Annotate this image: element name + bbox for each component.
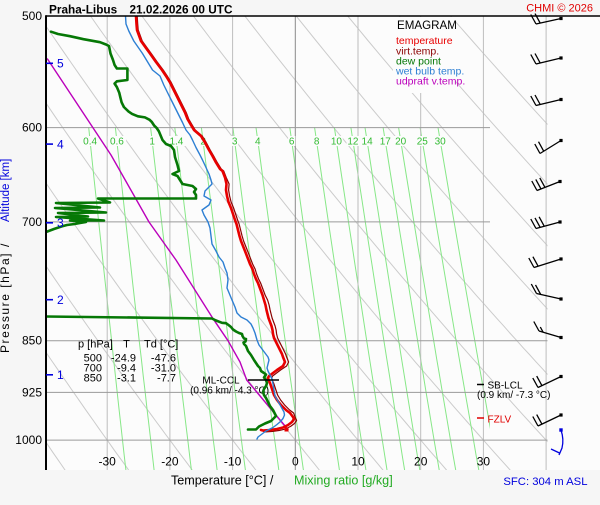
svg-text:SFC: 304 m ASL: SFC: 304 m ASL: [503, 476, 587, 488]
svg-text:6: 6: [289, 137, 295, 148]
svg-text:3: 3: [57, 216, 64, 230]
svg-text:virt.temp.: virt.temp.: [396, 45, 439, 57]
svg-text:dew point: dew point: [396, 55, 441, 67]
svg-text:Mixing ratio [g/kg]: Mixing ratio [g/kg]: [294, 474, 393, 488]
svg-text:1.4: 1.4: [169, 137, 183, 148]
svg-text:Td [°C]: Td [°C]: [144, 339, 178, 351]
svg-text:17: 17: [380, 137, 392, 148]
svg-text:0.4: 0.4: [83, 137, 97, 148]
svg-text:600: 600: [22, 121, 42, 135]
svg-text:-47.6: -47.6: [151, 353, 176, 365]
svg-text:5: 5: [57, 57, 64, 71]
svg-text:EMAGRAM: EMAGRAM: [397, 19, 457, 32]
svg-text:-7.7: -7.7: [157, 373, 176, 385]
svg-text:850: 850: [84, 373, 102, 385]
svg-text:CHMI © 2026: CHMI © 2026: [526, 2, 593, 14]
svg-text:3: 3: [232, 137, 238, 148]
svg-text:-9.4: -9.4: [117, 363, 136, 375]
svg-text:700: 700: [84, 363, 102, 375]
svg-text:Praha-Libus: Praha-Libus: [49, 2, 118, 16]
svg-text:4: 4: [57, 137, 64, 151]
svg-text:10: 10: [351, 455, 365, 469]
svg-text:14: 14: [362, 137, 374, 148]
svg-text:-3.1: -3.1: [117, 373, 136, 385]
svg-text:20: 20: [414, 455, 428, 469]
svg-text:925: 925: [22, 385, 42, 399]
svg-text:1: 1: [149, 137, 155, 148]
svg-text:12: 12: [347, 137, 359, 148]
svg-text:30: 30: [435, 137, 447, 148]
svg-text:udpraft v.temp.: udpraft v.temp.: [396, 76, 465, 88]
svg-text:p [hPa]: p [hPa]: [78, 339, 113, 351]
svg-text:-31.0: -31.0: [151, 363, 176, 375]
svg-text:850: 850: [22, 334, 42, 348]
svg-text:500: 500: [22, 9, 42, 23]
svg-text:-24.9: -24.9: [111, 353, 136, 365]
svg-text:Pressure [hPa] /: Pressure [hPa] /: [0, 242, 12, 353]
svg-text:FZLV: FZLV: [488, 415, 512, 426]
svg-text:0: 0: [292, 455, 299, 469]
svg-text:-10: -10: [224, 455, 242, 469]
svg-text:1000: 1000: [15, 433, 42, 447]
svg-text:ML-CCL: ML-CCL: [202, 376, 240, 387]
svg-text:1: 1: [57, 368, 64, 382]
svg-text:20: 20: [395, 137, 407, 148]
svg-text:(0.9 km/ -7.3 °C): (0.9 km/ -7.3 °C): [477, 390, 550, 401]
svg-text:T: T: [123, 339, 130, 351]
svg-text:Temperature [°C] /: Temperature [°C] /: [171, 474, 274, 488]
svg-text:8: 8: [314, 137, 320, 148]
svg-text:2: 2: [57, 293, 64, 307]
svg-text:10: 10: [331, 137, 343, 148]
svg-text:25: 25: [417, 137, 429, 148]
svg-text:30: 30: [477, 455, 491, 469]
svg-text:700: 700: [22, 215, 42, 229]
svg-text:SB-LCL: SB-LCL: [488, 381, 523, 392]
svg-text:wet bulb temp.: wet bulb temp.: [395, 66, 464, 78]
svg-text:(0.96 km/ -4.3 °C): (0.96 km/ -4.3 °C): [190, 386, 269, 397]
svg-text:Altitude [km]: Altitude [km]: [0, 159, 12, 222]
svg-text:0.6: 0.6: [110, 137, 124, 148]
svg-text:21.02.2026 00 UTC: 21.02.2026 00 UTC: [130, 2, 233, 16]
svg-text:temperature: temperature: [396, 35, 453, 47]
svg-text:-30: -30: [99, 455, 117, 469]
svg-text:500: 500: [84, 353, 102, 365]
svg-text:-20: -20: [161, 455, 179, 469]
svg-text:4: 4: [255, 137, 261, 148]
